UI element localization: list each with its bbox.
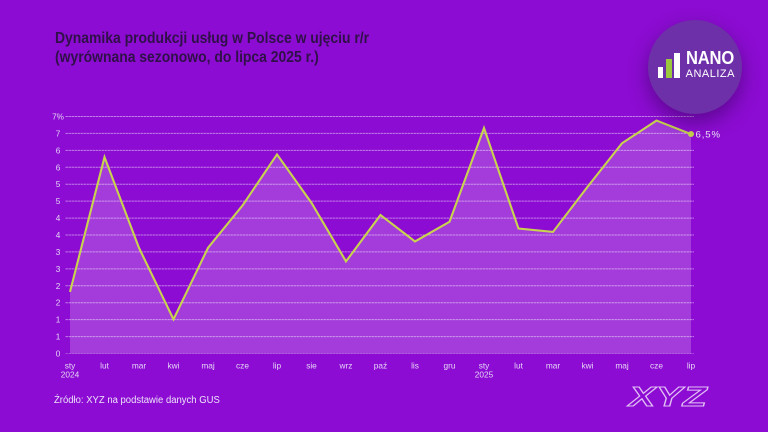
svg-text:0: 0 <box>56 350 61 359</box>
svg-text:1: 1 <box>56 333 61 342</box>
svg-text:3: 3 <box>56 248 61 257</box>
svg-text:cze: cze <box>236 361 249 371</box>
svg-text:3: 3 <box>56 265 61 274</box>
svg-text:6,5%: 6,5% <box>696 129 721 140</box>
svg-text:2025: 2025 <box>475 370 494 380</box>
svg-text:gru: gru <box>444 361 456 371</box>
svg-text:sie: sie <box>306 361 317 371</box>
svg-text:sty: sty <box>479 361 490 371</box>
svg-text:sty: sty <box>65 361 76 371</box>
svg-text:lip: lip <box>273 361 282 371</box>
svg-text:1: 1 <box>56 316 61 325</box>
svg-text:6: 6 <box>56 146 61 155</box>
svg-text:cze: cze <box>650 361 663 371</box>
svg-text:5: 5 <box>56 180 61 189</box>
svg-text:paź: paź <box>374 361 387 371</box>
svg-text:wrz: wrz <box>339 361 353 371</box>
svg-text:4: 4 <box>56 231 61 240</box>
svg-text:mar: mar <box>132 361 147 371</box>
svg-text:lut: lut <box>514 361 523 371</box>
svg-text:6: 6 <box>56 163 61 172</box>
svg-text:kwi: kwi <box>582 361 594 371</box>
svg-text:2: 2 <box>56 299 61 308</box>
svg-text:lut: lut <box>100 361 109 371</box>
svg-text:lis: lis <box>411 361 419 371</box>
svg-text:maj: maj <box>201 361 215 371</box>
svg-text:lip: lip <box>687 361 696 371</box>
svg-text:5: 5 <box>56 197 61 206</box>
svg-text:2024: 2024 <box>61 370 80 380</box>
svg-text:7: 7 <box>56 129 61 138</box>
svg-text:maj: maj <box>615 361 629 371</box>
svg-text:4: 4 <box>56 214 61 223</box>
svg-text:kwi: kwi <box>168 361 180 371</box>
svg-text:mar: mar <box>546 361 561 371</box>
svg-text:7%: 7% <box>52 113 64 122</box>
svg-text:2: 2 <box>56 282 61 291</box>
